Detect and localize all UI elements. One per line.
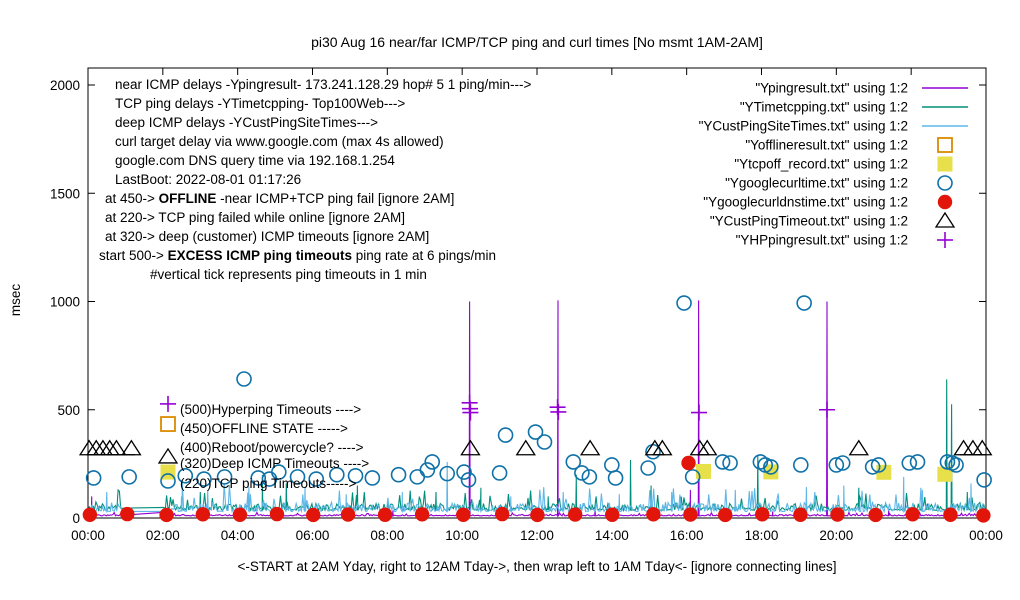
annotation-text: (450)OFFLINE STATE ----->: [180, 421, 348, 436]
info-line: at 220-> TCP ping failed while online [i…: [105, 210, 405, 225]
y-tick-label: 1000: [50, 295, 80, 310]
legend-marker-plus-icon: [937, 232, 953, 248]
legend-label: "YCustPingTimeout.txt" using 1:2: [710, 214, 908, 229]
legend-label: "Yofflineresult.txt" using 1:2: [745, 138, 908, 153]
legend-marker-triangle-icon: [934, 211, 956, 228]
legend-entry: "Ygooglecurltime.txt" using 1:2: [725, 175, 953, 191]
legend-label: "Ypingresult.txt" using 1:2: [755, 81, 908, 96]
legend-label: "Ygooglecurltime.txt" using 1:2: [725, 176, 908, 191]
info-line: #vertical tick represents ping timeouts …: [150, 267, 427, 282]
chart-title: pi30 Aug 16 near/far ICMP/TCP ping and c…: [311, 34, 763, 50]
plot-annotation: (450)OFFLINE STATE ----->: [160, 416, 348, 436]
plot-annotation: (500)Hyperping Timeouts ---->: [160, 395, 361, 417]
x-tick-label: 22:00: [894, 528, 928, 543]
info-line: start 500-> EXCESS ICMP ping timeouts pi…: [99, 248, 496, 263]
x-tick-label: 08:00: [370, 528, 404, 543]
series-YCustPingTimeout: [78, 439, 993, 456]
info-line: google.com DNS query time via 192.168.1.…: [115, 153, 395, 168]
y-tick-label: 2000: [50, 78, 80, 93]
series-Ygooglecurltime: [85, 295, 992, 488]
legend-marker-osquare-icon: [937, 137, 953, 153]
annotation-text: (400)Reboot/powercycle? ---->: [180, 440, 364, 455]
y-tick-label: 0: [72, 511, 80, 526]
legend-entry: "Ytcpoff_record.txt" using 1:2: [734, 156, 953, 172]
x-tick-label: 06:00: [296, 528, 330, 543]
legend-marker-fcircle-icon: [937, 194, 953, 210]
x-tick-label: 12:00: [520, 528, 554, 543]
info-line: TCP ping delays -YTimetcpping- Top100Web…: [115, 96, 405, 111]
x-tick-label: 04:00: [221, 528, 255, 543]
y-tick-label: 1500: [50, 186, 80, 201]
legend-entry: "Yofflineresult.txt" using 1:2: [745, 137, 953, 153]
legend-label: "YHPpingresult.txt" using 1:2: [736, 233, 908, 248]
info-line: near ICMP delays -Ypingresult- 173.241.1…: [115, 77, 531, 92]
data-series: [78, 295, 993, 523]
info-line: deep ICMP delays -YCustPingSiteTimes--->: [115, 115, 378, 130]
legend: "Ypingresult.txt" using 1:2 "YTimetcpping…: [699, 81, 968, 248]
annotation-text: (500)Hyperping Timeouts ---->: [180, 402, 361, 417]
info-text-block: near ICMP delays -Ypingresult- 173.241.1…: [99, 77, 531, 282]
x-tick-label: 20:00: [819, 528, 853, 543]
legend-entry: "Ypingresult.txt" using 1:2: [755, 81, 968, 96]
legend-label: "YTimetcpping.txt" using 1:2: [740, 100, 908, 115]
legend-label: "Ygooglecurldnstime.txt" using 1:2: [703, 195, 908, 210]
legend-entry: "YTimetcpping.txt" using 1:2: [740, 100, 968, 115]
series-YHPpingresult: [461, 394, 835, 421]
x-tick-label: 14:00: [595, 528, 629, 543]
series-Ytcpoff_record: [696, 463, 953, 482]
info-line: at 320-> deep (customer) ICMP timeouts […: [105, 229, 429, 244]
plot-annotations: (500)Hyperping Timeouts ----> (450)OFFLIN…: [157, 395, 369, 491]
legend-entry: "YCustPingSiteTimes.txt" using 1:2: [699, 119, 968, 134]
x-axis-label: <-START at 2AM Yday, right to 12AM Tday-…: [238, 559, 837, 574]
x-tick-label: 00:00: [969, 528, 1003, 543]
y-axis-label: msec: [8, 284, 23, 317]
plot-annotation: (220)TCP ping Timeouts----->: [160, 464, 357, 491]
annotation-text: (320)Deep ICMP Timeouts ---->: [180, 456, 369, 471]
axes: 00:00 02:00 04:00 06:00 08:00 10:00 12:00 14:00…: [50, 67, 1003, 543]
y-tick-label: 500: [57, 403, 80, 418]
legend-marker-fsquare-icon: [937, 156, 953, 172]
legend-label: "Ytcpoff_record.txt" using 1:2: [734, 157, 908, 172]
plot-annotation: (400)Reboot/powercycle? ---->: [180, 440, 364, 455]
info-line: at 450-> OFFLINE -near ICMP+TCP ping fai…: [105, 191, 454, 206]
plot-annotation: (320)Deep ICMP Timeouts ---->: [157, 447, 369, 471]
series-YCustPingSiteTimes: [87, 461, 986, 514]
x-tick-label: 16:00: [670, 528, 704, 543]
legend-entry: "YCustPingTimeout.txt" using 1:2: [710, 211, 956, 229]
x-tick-label: 00:00: [71, 528, 105, 543]
legend-marker-circle-icon: [937, 175, 953, 191]
legend-entry: "YHPpingresult.txt" using 1:2: [736, 232, 953, 248]
info-line: curl target delay via www.google.com (ma…: [115, 134, 444, 149]
x-tick-label: 02:00: [146, 528, 180, 543]
info-line: LastBoot: 2022-08-01 01:17:26: [115, 172, 301, 187]
legend-label: "YCustPingSiteTimes.txt" using 1:2: [699, 119, 908, 134]
x-tick-label: 10:00: [445, 528, 479, 543]
annotation-text: (220)TCP ping Timeouts----->: [180, 476, 357, 491]
x-tick-label: 18:00: [745, 528, 779, 543]
legend-entry: "Ygooglecurldnstime.txt" using 1:2: [703, 194, 953, 210]
series-Ygooglecurldnstime: [82, 455, 991, 523]
